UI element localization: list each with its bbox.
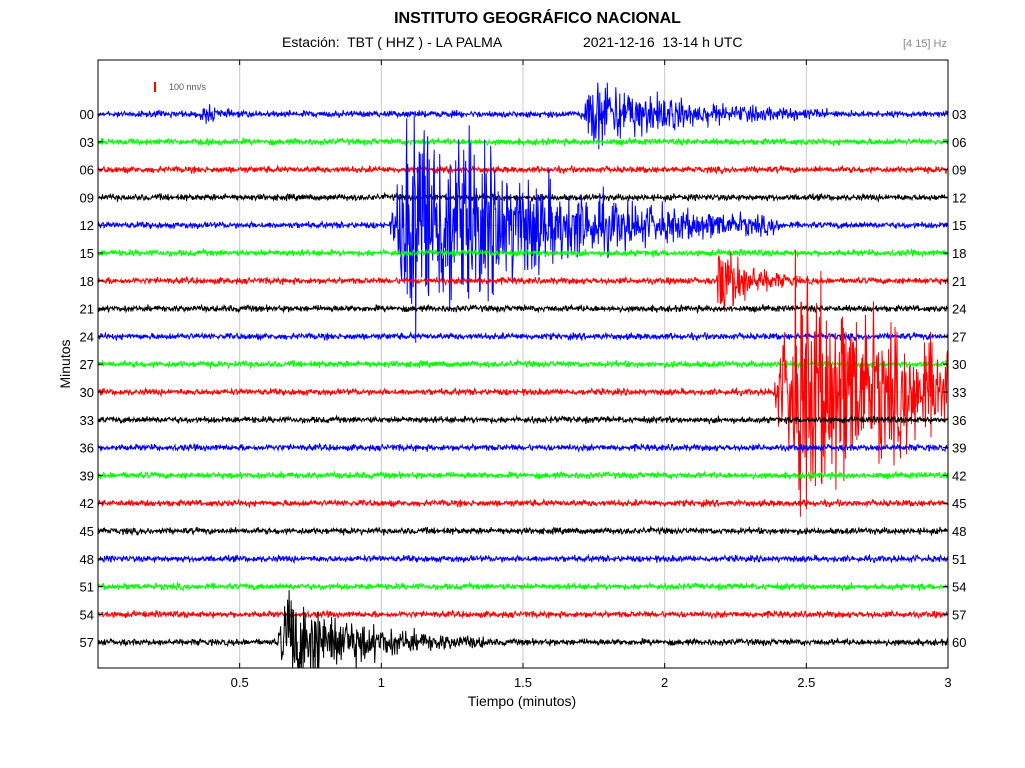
y-tick-label-right: 48 [952,524,966,539]
trace-row-21 [98,303,948,314]
y-tick-label-left: 51 [80,580,94,595]
datetime-label: 2021-12-16 13-14 h UTC [583,34,743,50]
trace-row-57 [98,590,948,668]
y-tick-label-left: 06 [80,163,94,178]
y-tick-label-right: 57 [952,607,966,622]
y-tick-label-left: 24 [80,329,94,344]
trace-row-42 [98,497,948,509]
y-tick-label-left: 54 [80,607,94,622]
y-tick-label-right: 51 [952,552,966,567]
trace-row-39 [98,470,948,481]
y-tick-label-right: 54 [952,580,966,595]
y-tick-label-right: 09 [952,163,966,178]
y-tick-label-right: 15 [952,218,966,233]
y-tick-label-right: 45 [952,496,966,511]
y-tick-label-right: 18 [952,246,966,261]
y-tick-label-right: 03 [952,107,966,122]
trace-row-33 [98,414,948,425]
trace-row-00 [98,82,948,150]
trace-row-18 [98,251,948,312]
y-tick-label-left: 27 [80,357,94,372]
x-tick-label: 2 [661,675,668,690]
y-tick-label-right: 24 [952,302,966,317]
trace-row-30 [98,249,948,517]
station-label: Estación: TBT ( HHZ ) - LA PALMA [282,34,503,50]
y-tick-label-right: 27 [952,329,966,344]
y-tick-label-left: 03 [80,135,94,150]
y-tick-label-right: 42 [952,468,966,483]
chart-title: INSTITUTO GEOGRÁFICO NACIONAL [394,10,681,27]
frequency-band-label: [4 15] Hz [902,38,947,50]
y-tick-label-left: 15 [80,246,94,261]
y-tick-label-right: 60 [952,635,966,650]
y-tick-label-right: 21 [952,274,966,289]
y-tick-label-left: 39 [80,468,94,483]
x-tick-label: 0.5 [231,675,249,690]
y-tick-label-right: 30 [952,357,966,372]
y-tick-label-right: 39 [952,441,966,456]
y-axis-label: Minutos [57,339,73,388]
y-tick-label-left: 42 [80,496,94,511]
y-tick-label-right: 33 [952,385,966,400]
x-tick-label: 1.5 [514,675,532,690]
y-tick-label-left: 21 [80,302,94,317]
y-tick-label-right: 36 [952,413,966,428]
scale-label: 100 nm/s [169,82,207,92]
trace-row-54 [98,609,948,620]
trace-row-24 [98,331,948,342]
trace-row-51 [98,581,948,592]
trace-row-48 [98,553,948,565]
y-tick-label-left: 33 [80,413,94,428]
seismic-traces [98,82,948,668]
y-tick-label-left: 12 [80,218,94,233]
y-tick-label-right: 12 [952,190,966,205]
y-tick-label-left: 48 [80,552,94,567]
trace-row-36 [98,442,948,453]
y-tick-label-left: 30 [80,385,94,400]
x-tick-label: 3 [944,675,951,690]
x-axis-label: Tiempo (minutos) [468,693,576,709]
trace-row-45 [98,525,948,537]
trace-row-15 [98,247,948,258]
trace-row-06 [98,164,948,175]
y-tick-label-left: 57 [80,635,94,650]
y-tick-label-left: 36 [80,441,94,456]
y-tick-label-right: 06 [952,135,966,150]
y-tick-label-left: 18 [80,274,94,289]
x-tick-label: 2.5 [797,675,815,690]
y-tick-label-left: 00 [80,107,94,122]
x-tick-label: 1 [378,675,385,690]
y-tick-label-left: 09 [80,190,94,205]
y-tick-label-left: 45 [80,524,94,539]
trace-row-12 [98,115,948,343]
trace-row-03 [98,136,948,148]
